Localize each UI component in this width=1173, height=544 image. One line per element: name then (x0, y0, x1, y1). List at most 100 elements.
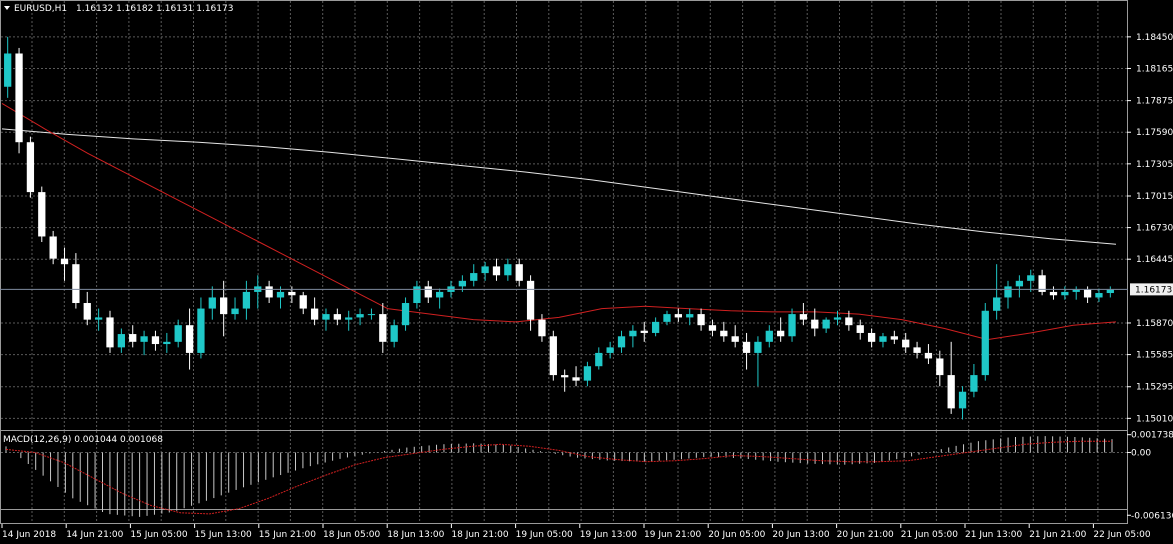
candle (697, 308, 705, 331)
time-axis[interactable]: 14 Jun 2018 14 Jun 21:00 15 Jun 05:00 15 Ju… (1, 524, 1151, 540)
candle (26, 136, 35, 198)
candle-body (208, 297, 216, 309)
candle (94, 308, 103, 331)
candle (401, 297, 410, 331)
candle (754, 336, 762, 387)
candle-body (49, 236, 57, 259)
candle-body (572, 377, 580, 381)
candle (822, 317, 830, 333)
candle (720, 321, 728, 342)
candle-body (822, 319, 830, 329)
candle (867, 328, 876, 348)
candle-body (1106, 289, 1114, 294)
time-tick-label: 18 Jun 05:00 (323, 530, 380, 540)
candle (765, 325, 773, 348)
candle (413, 280, 421, 309)
candle-body (936, 358, 944, 376)
candle-body (299, 295, 307, 309)
candle (197, 297, 205, 359)
candle (1106, 286, 1114, 298)
candle-body (367, 314, 376, 316)
candle (15, 47, 23, 154)
candle (606, 341, 614, 359)
candle-body (549, 336, 557, 376)
macd-tick-label: 0.001738 (1131, 431, 1173, 441)
price-axis[interactable]: 1.18450 1.18165 1.17875 1.17590 1.17305 1.170… (1127, 33, 1173, 424)
candle (1004, 280, 1012, 309)
candle-body (310, 308, 319, 320)
candle (424, 280, 432, 304)
candle (640, 321, 648, 342)
candle-body (629, 330, 637, 337)
candle (833, 310, 842, 326)
candle-body (83, 303, 91, 320)
candle-body (538, 319, 546, 337)
candle-body (686, 314, 694, 318)
triangle-down-icon[interactable] (4, 6, 10, 10)
candle-body (458, 280, 467, 287)
candle-body (708, 325, 717, 331)
price-tick-label: 1.18450 (1136, 33, 1173, 43)
candle-body (470, 273, 478, 281)
candle-body (902, 339, 910, 348)
candle-body (220, 297, 228, 315)
candle (367, 308, 376, 320)
time-tick-label: 18 Jun 13:00 (387, 530, 444, 540)
candle (174, 319, 182, 348)
candle-body (1049, 291, 1058, 296)
time-tick-label: 19 Jun 05:00 (516, 530, 573, 540)
candle (379, 303, 387, 353)
candle (242, 280, 251, 320)
candle (333, 308, 341, 326)
candle-body (72, 264, 80, 304)
candle-body (390, 325, 398, 342)
macd-grid (1, 431, 1127, 523)
candle-body (913, 347, 921, 353)
candle-body (413, 286, 421, 304)
price-tick-label: 1.17875 (1136, 97, 1173, 107)
price-tick-label: 1.15010 (1136, 414, 1173, 424)
time-tick-label: 19 Jun 21:00 (644, 530, 701, 540)
candle-body (129, 334, 137, 342)
candle (913, 341, 921, 359)
price-panel-frame (0, 0, 1128, 510)
candle (970, 364, 978, 398)
candle (742, 332, 751, 370)
price-tick-label: 1.16730 (1136, 224, 1173, 234)
candle-body (867, 332, 876, 342)
macd-tick-label: 0.00 (1131, 448, 1151, 458)
candle-body (140, 336, 148, 342)
macd-tick-label: -0.006136 (1131, 511, 1173, 521)
candle (470, 264, 478, 287)
macd-header: MACD(12,26,9) 0.001044 0.001068 (3, 435, 163, 445)
candle-body (993, 297, 1001, 311)
candle-body (60, 258, 69, 265)
candle-body (731, 336, 739, 342)
candle-body (947, 375, 955, 409)
candle (936, 350, 944, 387)
candle-body (754, 341, 762, 353)
candle-body (492, 266, 501, 276)
candle-body (617, 336, 626, 348)
candle-body (526, 280, 535, 320)
candle (890, 330, 898, 345)
candle (515, 258, 523, 287)
candle-body (242, 291, 251, 309)
candle (731, 325, 739, 348)
price-tick-label: 1.17590 (1136, 128, 1173, 138)
candle (1072, 286, 1080, 300)
candle-body (276, 291, 285, 298)
time-tick-label: 21 Jun 05:00 (901, 530, 958, 540)
candle-body (890, 336, 898, 340)
candle (902, 332, 910, 353)
candle (958, 386, 967, 420)
candle (276, 286, 285, 309)
candle (572, 366, 580, 387)
candle-body (1038, 275, 1046, 292)
candle (981, 303, 989, 381)
candle (265, 280, 273, 304)
candle (72, 253, 80, 309)
candle-body (151, 336, 160, 345)
candle-body (106, 317, 114, 348)
